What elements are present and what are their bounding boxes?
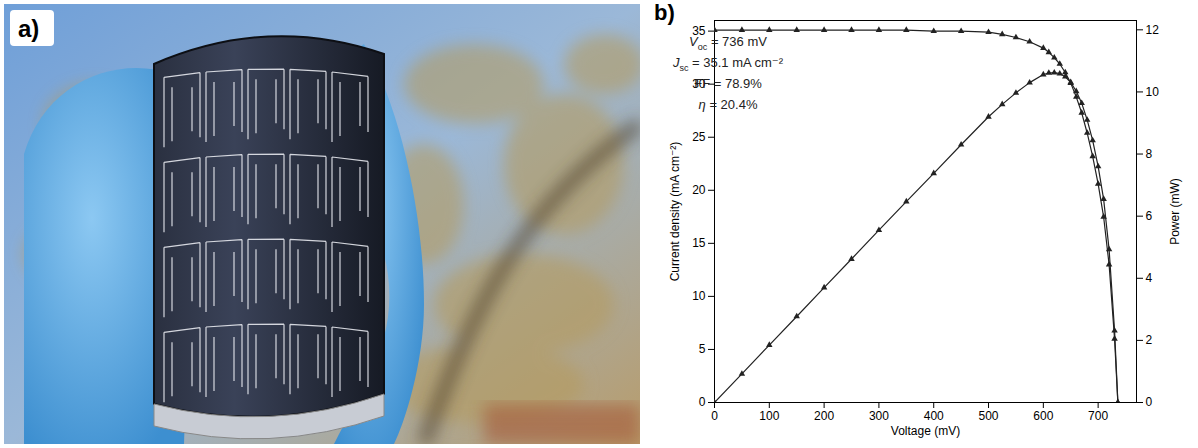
svg-text:a): a) (18, 15, 39, 42)
html-text:b): b) (654, 0, 675, 25)
svg-text:10: 10 (1146, 85, 1160, 99)
svg-text:600: 600 (1033, 409, 1053, 423)
svg-text:Voltage (mV): Voltage (mV) (891, 424, 960, 438)
svg-text:700: 700 (1088, 409, 1108, 423)
svg-text:FF = 78.9%: FF = 78.9% (694, 76, 762, 91)
svg-text:10: 10 (692, 289, 706, 303)
svg-text:4: 4 (1146, 271, 1153, 285)
svg-text:15: 15 (692, 236, 706, 250)
svg-text:Voc = 736 mV: Voc = 736 mV (689, 34, 767, 52)
svg-text:Jsc = 35.1 mA cm⁻²: Jsc = 35.1 mA cm⁻² (672, 55, 784, 73)
svg-text:100: 100 (759, 409, 779, 423)
svg-text:6: 6 (1146, 209, 1153, 223)
svg-text:12: 12 (1146, 23, 1160, 37)
svg-text:200: 200 (814, 409, 834, 423)
svg-text:300: 300 (869, 409, 889, 423)
svg-text:5: 5 (699, 342, 706, 356)
svg-text:0: 0 (699, 395, 706, 409)
svg-text:2: 2 (1146, 333, 1153, 347)
svg-text:Power (mW): Power (mW) (1168, 178, 1182, 245)
svg-text:25: 25 (692, 130, 706, 144)
svg-text:η = 20.4%: η = 20.4% (699, 97, 758, 112)
svg-text:400: 400 (924, 409, 944, 423)
svg-text:0: 0 (1146, 395, 1153, 409)
svg-text:500: 500 (979, 409, 999, 423)
svg-text:20: 20 (692, 183, 706, 197)
svg-text:35: 35 (692, 24, 706, 38)
svg-text:8: 8 (1146, 147, 1153, 161)
svg-text:0: 0 (711, 409, 718, 423)
svg-text:Current density (mA cm⁻²): Current density (mA cm⁻²) (668, 142, 682, 282)
